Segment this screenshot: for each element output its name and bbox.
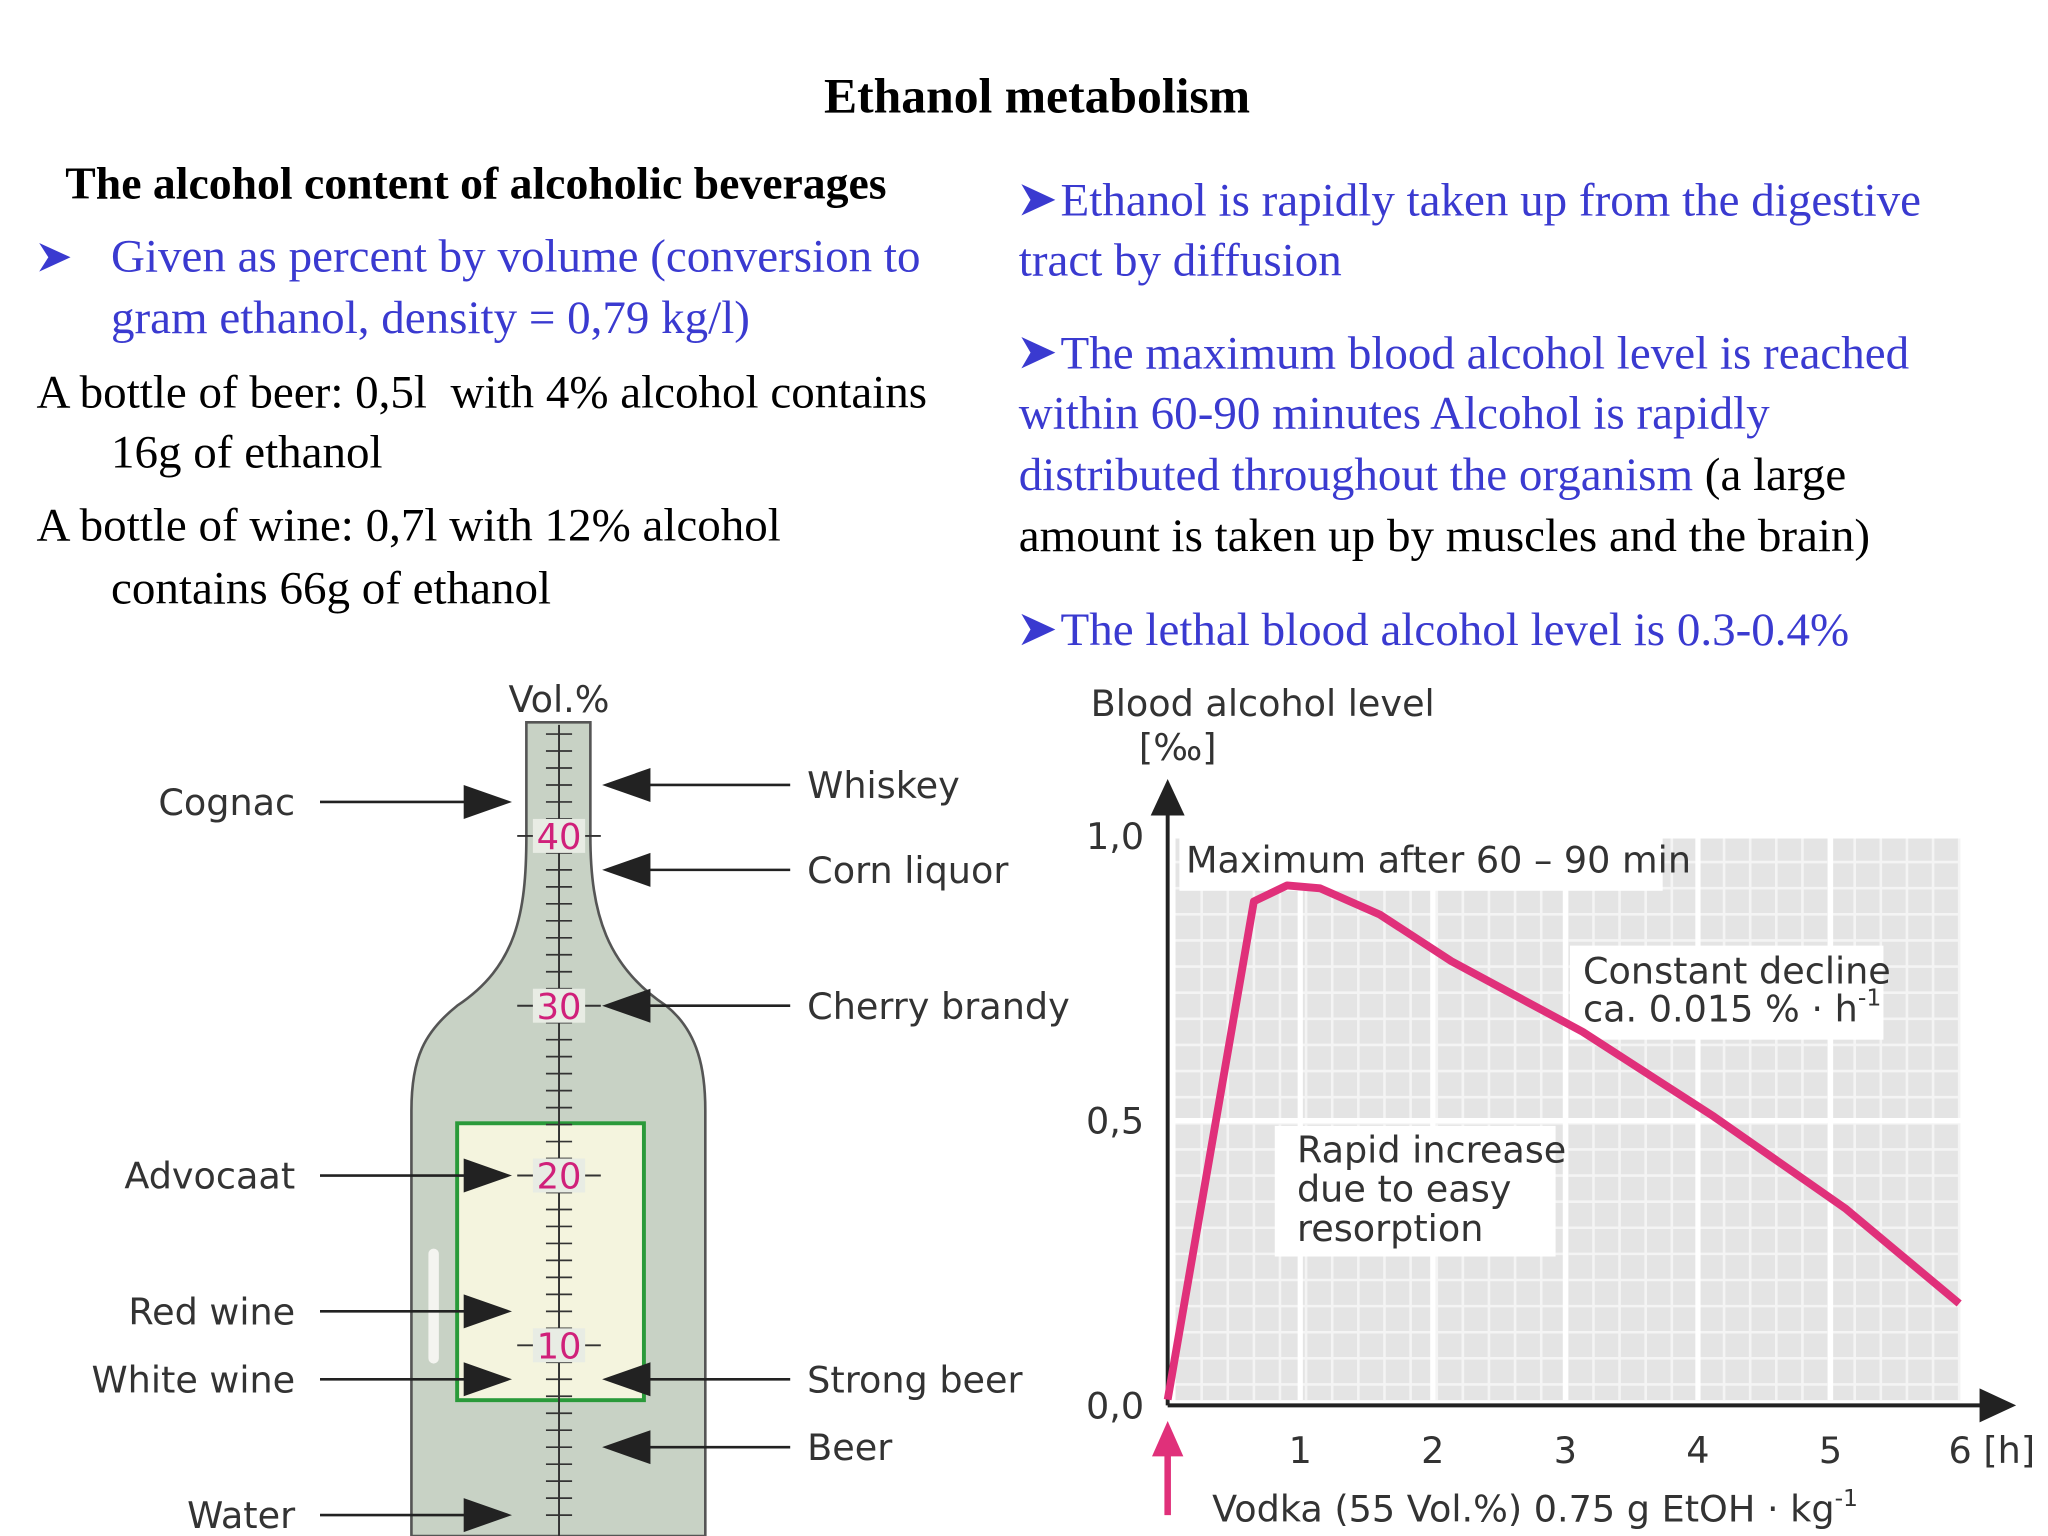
paragraph: 16g of ethanol <box>111 427 383 479</box>
annotation: ca. 0.015 % · h <box>1583 987 1858 1030</box>
annotation: ca. 0.015 % · h-1 <box>1583 984 1881 1031</box>
paragraph: contains 66g of ethanol <box>111 562 551 614</box>
scale-tick-label: 40 <box>537 817 582 858</box>
data-line <box>1163 881 1962 1401</box>
annotation-box <box>1179 835 1663 891</box>
intake-arrow-head <box>1152 1421 1184 1457</box>
x-tick-label: 1 <box>1289 1429 1312 1472</box>
beverage-label: Whiskey <box>807 764 960 807</box>
y-axis-arrow <box>1150 778 1185 816</box>
beverage-marker <box>602 1430 791 1465</box>
bullet-text: The lethal blood alcohol level is 0.3-0.… <box>1061 604 1850 656</box>
arrow-head <box>463 1498 512 1533</box>
tick-label-bg <box>532 1328 586 1363</box>
arrow-head <box>463 1362 512 1397</box>
bullet-text: tract by diffusion <box>1019 235 1342 287</box>
beverage-label: Cognac <box>158 781 295 824</box>
beverage-label: Beer <box>807 1426 893 1469</box>
arrow-head <box>602 988 651 1023</box>
bullet-icon <box>1021 613 1056 646</box>
bullet-text: distributed throughout the organism (a l… <box>1019 449 1846 501</box>
arrow-head <box>463 784 512 819</box>
bullet-text: within 60-90 minutes Alcohol is rapidly <box>1019 387 1770 439</box>
tick-label-bg <box>532 1158 586 1193</box>
bullet-text: gram ethanol, density = 0,79 kg/l) <box>111 292 750 344</box>
beverage-marker <box>319 1158 512 1193</box>
annotation-box <box>1274 1125 1556 1257</box>
bullet-icon <box>1021 336 1056 369</box>
beverage-label: Strong beer <box>807 1358 1023 1401</box>
blood-alcohol-chart: Blood alcohol level [‰] Vodka (55 Vol.%)… <box>1086 682 2035 1531</box>
paragraph: A bottle of wine: 0,7l with 12% alcohol <box>37 500 781 552</box>
beverage-marker <box>319 1498 512 1533</box>
paragraph: A bottle of beer: 0,5l with 4% alcohol c… <box>37 367 928 419</box>
annotation: resorption <box>1297 1207 1483 1250</box>
x-axis-arrow <box>1979 1388 2017 1423</box>
x-tick-label: 2 <box>1421 1429 1444 1472</box>
bullet-icon <box>1021 184 1056 216</box>
x-tick-label: 4 <box>1686 1429 1709 1472</box>
beverage-label: Water <box>187 1494 296 1536</box>
heading: The alcohol content of alcoholic beverag… <box>65 158 886 209</box>
note-text: amount is taken up by muscles and the br… <box>1019 510 1870 562</box>
y-axis-label: [‰] <box>1139 726 1217 769</box>
scale-tick-label: 30 <box>537 987 582 1028</box>
scale-tick-label: 20 <box>537 1157 582 1198</box>
x-tick-label: 3 <box>1554 1429 1577 1472</box>
beverage-label: White wine <box>92 1358 296 1401</box>
axis-label: Vol.% <box>508 678 609 721</box>
grid-background <box>1175 835 1964 1401</box>
tick-label-bg <box>532 988 586 1023</box>
arrow-head <box>463 1158 512 1193</box>
beverage-label: Red wine <box>128 1290 295 1333</box>
scale-tick-label: 10 <box>537 1326 582 1367</box>
arrow-head <box>602 1362 651 1397</box>
annotation: due to easy <box>1297 1168 1511 1211</box>
beverage-marker <box>319 1362 512 1397</box>
y-tick-label: 0,0 <box>1086 1384 1144 1427</box>
beverage-marker <box>602 852 791 887</box>
beverage-marker <box>319 1294 512 1329</box>
bullet-text: The maximum blood alcohol level is reach… <box>1061 327 1910 379</box>
slide-title: Ethanol metabolism <box>824 68 1250 123</box>
x-tick-label: 5 <box>1819 1429 1842 1472</box>
bullet-text: Given as percent by volume (conversion t… <box>111 231 920 283</box>
annotation: Rapid increase <box>1297 1128 1566 1171</box>
beverage-label: Corn liquor <box>807 849 1009 892</box>
bullet-icon <box>39 242 71 272</box>
bullet-text: distributed throughout the organism <box>1019 449 1693 501</box>
note-text: (a large <box>1705 449 1846 501</box>
annotation: Constant decline <box>1583 950 1891 993</box>
annotation-box <box>1569 945 1884 1040</box>
beverage-label: Cherry brandy <box>807 985 1070 1028</box>
tick-label-bg <box>532 818 586 853</box>
annotation: Maximum after 60 – 90 min <box>1186 838 1691 881</box>
beverage-label: Advocaat <box>124 1155 295 1198</box>
beverage-marker <box>602 988 791 1023</box>
arrow-head <box>602 1430 651 1465</box>
arrow-head <box>602 852 651 887</box>
x-axis-label: Vodka (55 Vol.%) 0.75 g EtOH · kg <box>1212 1488 1835 1531</box>
annotation-sup: -1 <box>1858 984 1881 1012</box>
beverage-marker <box>602 768 791 802</box>
y-tick-label: 1,0 <box>1086 815 1144 858</box>
y-tick-label: 0,5 <box>1086 1100 1144 1143</box>
y-axis-label: Blood alcohol level <box>1091 682 1435 725</box>
bottle-figure: Vol.% 10 20 30 40 Cognac Whiskey Corn liquor Ch… <box>92 678 1070 1536</box>
x-tick-label: 6 [h] <box>1949 1429 2036 1472</box>
bullet-text: Ethanol is rapidly taken up from the dig… <box>1061 175 1921 227</box>
beverage-marker <box>319 784 512 819</box>
x-axis-label-sup: -1 <box>1835 1484 1858 1512</box>
beverage-marker <box>602 1362 791 1397</box>
arrow-head <box>463 1294 512 1329</box>
x-axis-label: Vodka (55 Vol.%) 0.75 g EtOH · kg-1 <box>1212 1484 1858 1531</box>
arrow-head <box>602 768 651 802</box>
